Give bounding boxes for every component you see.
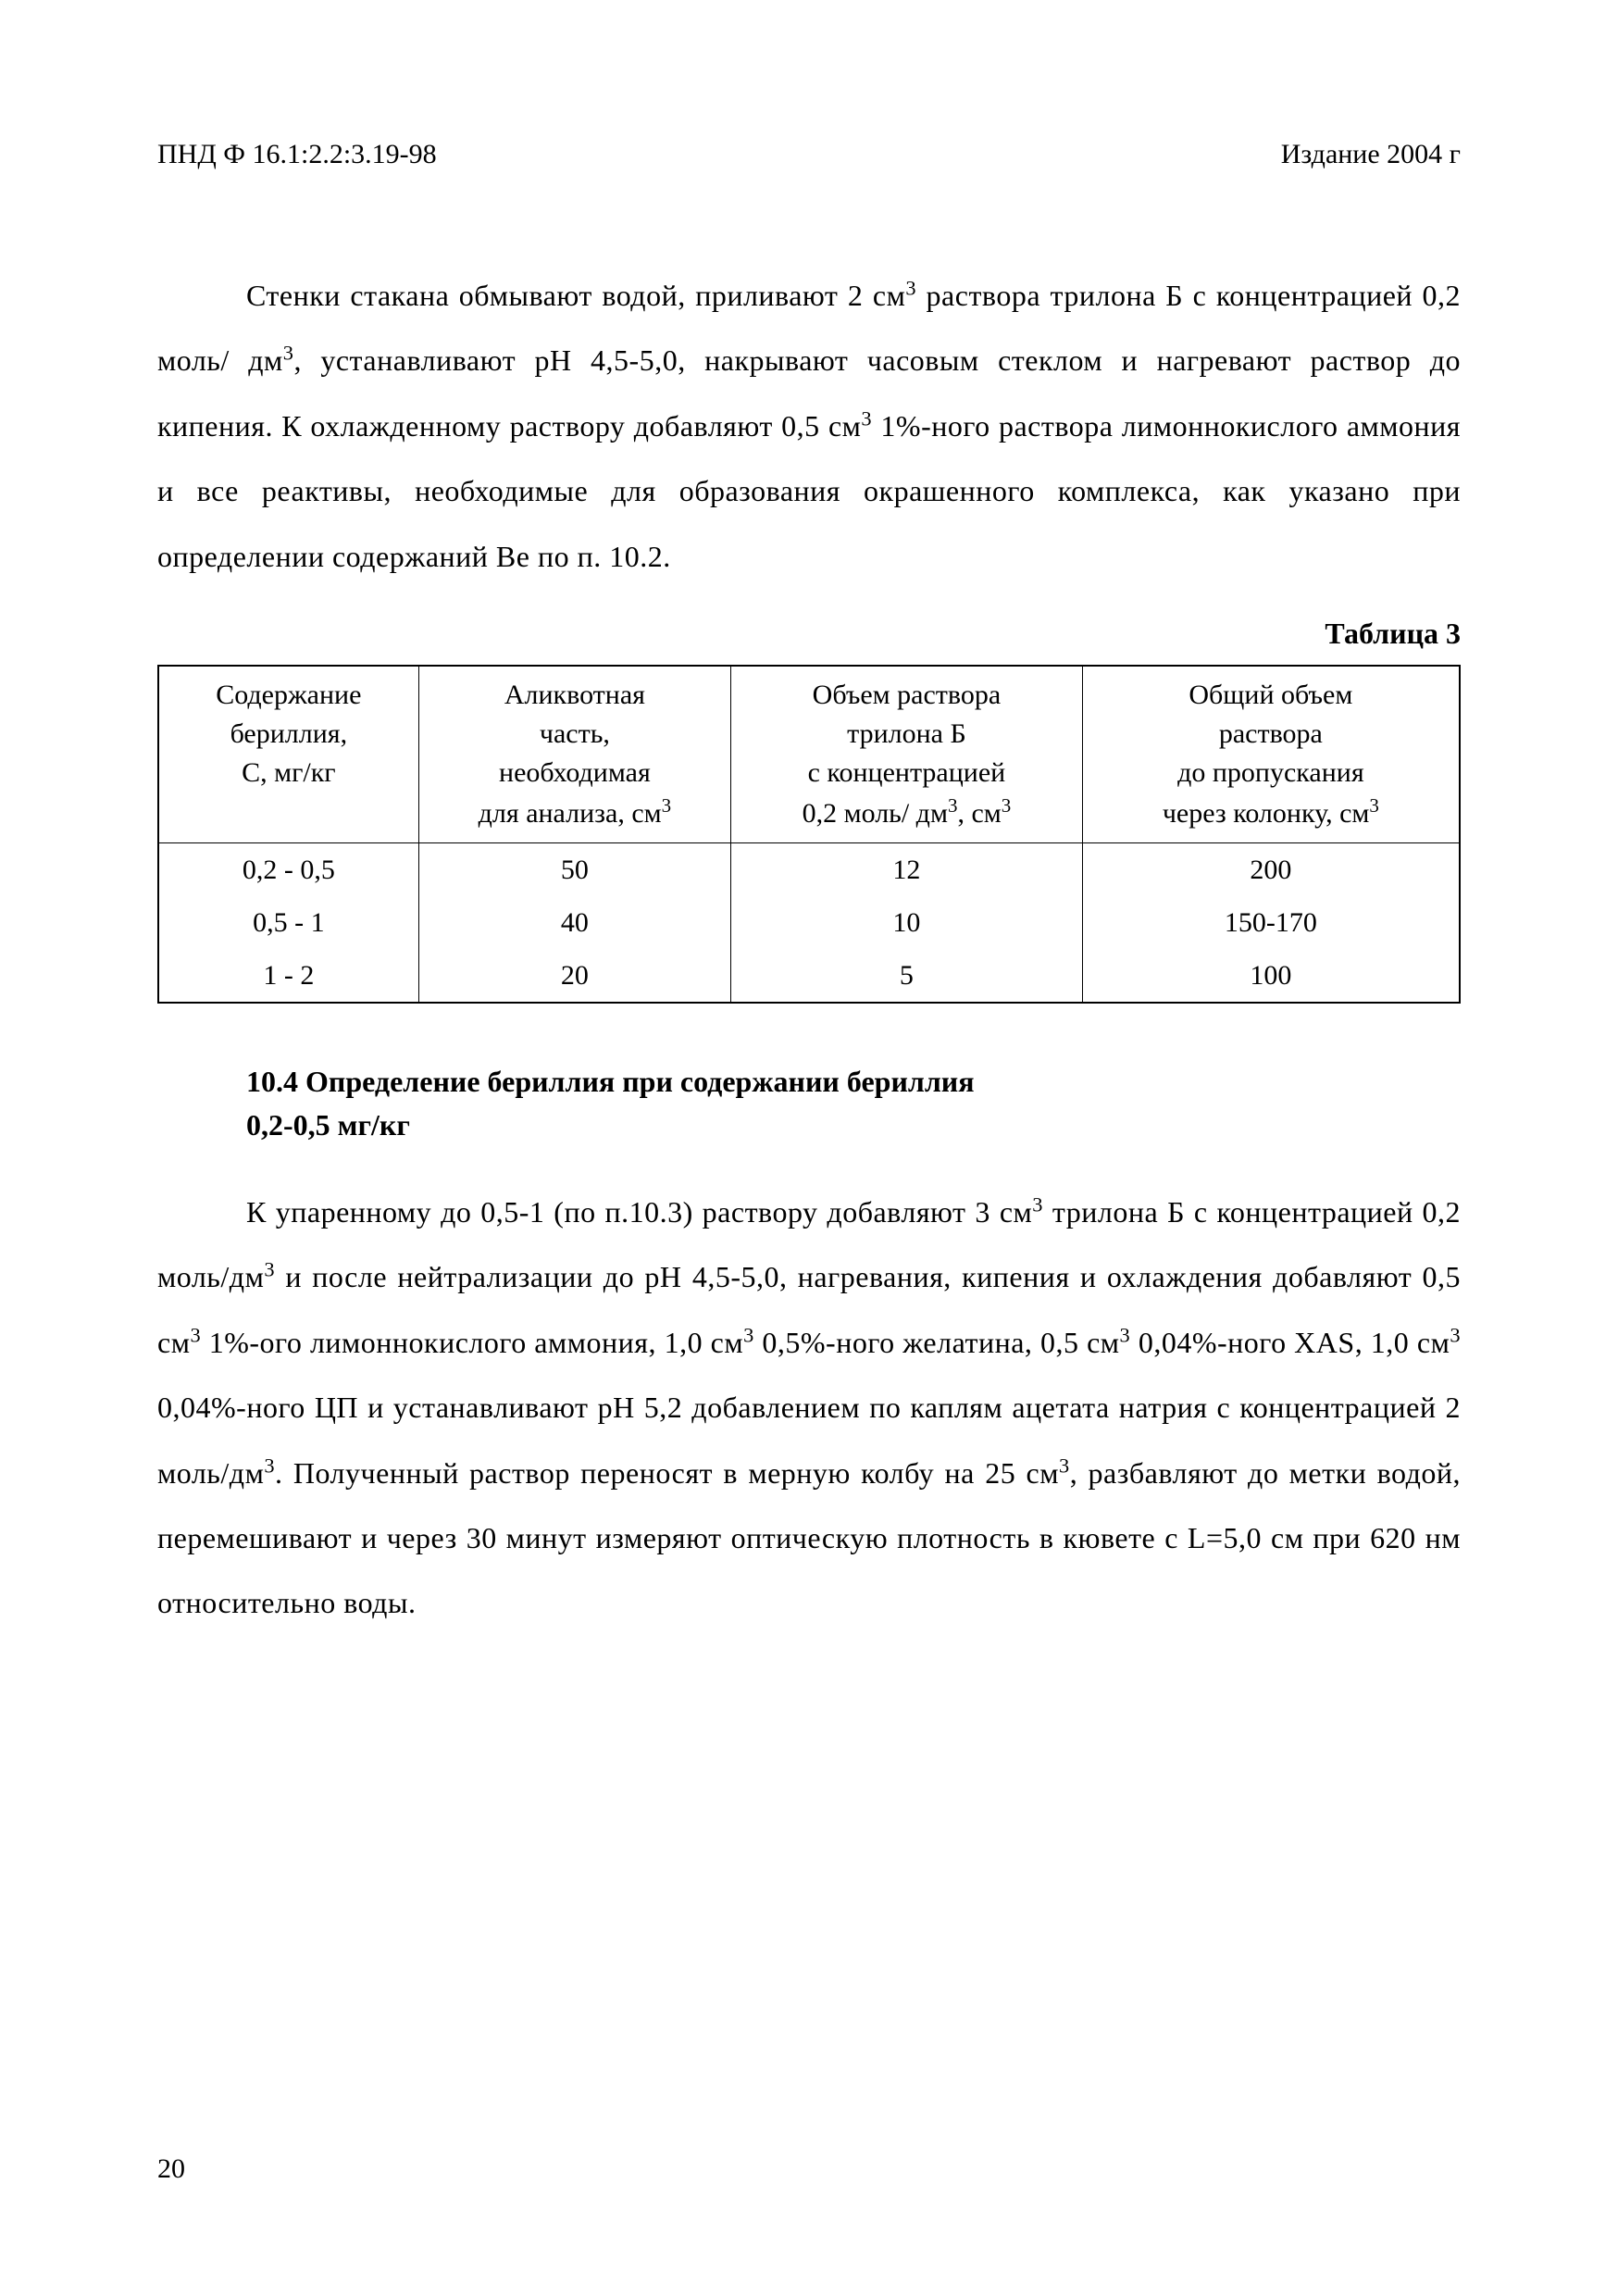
table-body: 0,2 - 0,5 50 12 200 0,5 - 1 40 10 150-17…: [158, 842, 1460, 1003]
table-col-2: Объем растворатрилона Бс концентрацией0,…: [731, 666, 1083, 843]
table-cell: 20: [418, 949, 730, 1003]
table-cell: 0,2 - 0,5: [158, 842, 418, 896]
table-3: Содержаниебериллия,С, мг/кг Аликвотнаяча…: [157, 665, 1461, 1004]
table-cell: 5: [731, 949, 1083, 1003]
table-row: 0,5 - 1 40 10 150-170: [158, 896, 1460, 949]
table-cell: 0,5 - 1: [158, 896, 418, 949]
edition-year: Издание 2004 г: [1281, 139, 1461, 170]
table-header-row: Содержаниебериллия,С, мг/кг Аликвотнаяча…: [158, 666, 1460, 843]
table-label: Таблица 3: [157, 617, 1461, 651]
table-cell: 150-170: [1082, 896, 1460, 949]
table-cell: 1 - 2: [158, 949, 418, 1003]
page-number: 20: [157, 2153, 185, 2185]
table-row: 1 - 2 20 5 100: [158, 949, 1460, 1003]
table-cell: 100: [1082, 949, 1460, 1003]
paragraph-1: Стенки стакана обмывают водой, приливают…: [157, 263, 1461, 589]
page-header: ПНД Ф 16.1:2.2:3.19-98 Издание 2004 г: [157, 139, 1461, 170]
table-col-0: Содержаниебериллия,С, мг/кг: [158, 666, 418, 843]
table-col-1: Аликвотнаячасть,необходимаядля анализа, …: [418, 666, 730, 843]
table-cell: 10: [731, 896, 1083, 949]
doc-code: ПНД Ф 16.1:2.2:3.19-98: [157, 139, 437, 170]
table-cell: 200: [1082, 842, 1460, 896]
table-cell: 40: [418, 896, 730, 949]
table-cell: 50: [418, 842, 730, 896]
table-col-3: Общий объемрастворадо пропусканиячерез к…: [1082, 666, 1460, 843]
table-row: 0,2 - 0,5 50 12 200: [158, 842, 1460, 896]
paragraph-2: К упаренному до 0,5-1 (по п.10.3) раство…: [157, 1179, 1461, 1636]
section-heading: 10.4 Определение бериллия при содержании…: [246, 1059, 1461, 1104]
section-range: 0,2-0,5 мг/кг: [246, 1108, 1461, 1142]
table-cell: 12: [731, 842, 1083, 896]
